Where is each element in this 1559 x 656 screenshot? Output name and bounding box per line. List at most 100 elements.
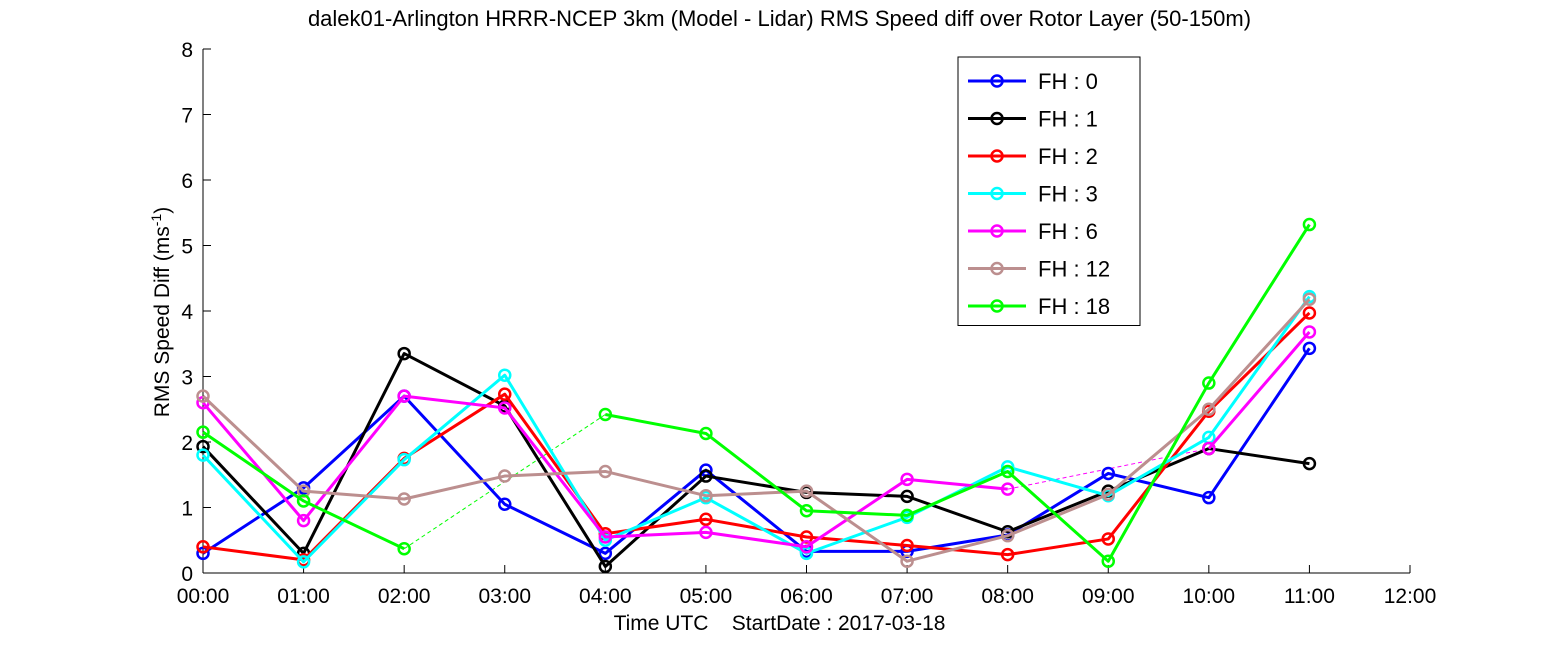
data-point [397, 542, 411, 556]
y-tick-label: 5 [181, 236, 193, 259]
data-point [397, 389, 411, 403]
data-point [397, 346, 411, 361]
series-line [201, 295, 1311, 564]
data-point [699, 426, 713, 441]
data-point [498, 387, 512, 401]
data-point [1302, 456, 1317, 471]
x-tick-label: 05:00 [680, 585, 733, 608]
data-point [1202, 376, 1216, 390]
legend: FH : 0 FH : 1 FH : 2 FH : 3 FH : 6 FH : 12 FH … [957, 56, 1141, 326]
data-point [196, 389, 210, 403]
data-point [900, 472, 914, 487]
data-point [1000, 547, 1015, 562]
data-point [598, 546, 613, 561]
data-point [1000, 482, 1015, 496]
x-tick-label: 00:00 [177, 585, 230, 608]
y-tick-label: 1 [181, 498, 193, 521]
legend-label: FH : 0 [1038, 69, 1098, 94]
data-point [296, 555, 311, 569]
x-axis-label: Time UTC StartDate : 2017-03-18 [613, 612, 946, 635]
legend-label: FH : 12 [1038, 257, 1110, 282]
data-point [1000, 528, 1015, 543]
data-point [900, 538, 914, 553]
y-axis-label: RMS Speed Diff (ms-1) [148, 206, 174, 418]
data-point [1000, 524, 1015, 539]
legend-label: FH : 3 [1038, 182, 1098, 207]
data-point [397, 452, 411, 467]
data-point [498, 497, 512, 511]
data-point [1101, 532, 1115, 546]
data-point [1000, 464, 1015, 479]
y-tick-label: 8 [181, 39, 193, 62]
chart-title: dalek01-Arlington HRRR-NCEP 3km (Model -… [307, 6, 1252, 31]
data-point [1101, 487, 1115, 502]
x-tick-label: 01:00 [277, 585, 330, 608]
data-point [1202, 490, 1216, 505]
series-line [201, 394, 1008, 549]
legend-swatch-marker [990, 111, 1004, 126]
data-point [498, 401, 512, 415]
data-point [799, 504, 814, 518]
data-point [598, 559, 613, 574]
data-point [900, 508, 914, 523]
y-tick-label: 7 [181, 105, 193, 128]
series-line [605, 223, 1311, 563]
data-point [1302, 306, 1317, 320]
series-line [201, 352, 1310, 568]
legend-label: FH : 2 [1038, 144, 1098, 169]
axes: 00:00 01:00 02:00 03:00 04:00 05:00 06:00 07:00… [177, 39, 1437, 608]
data-point [900, 554, 914, 568]
series-fh-6 [196, 325, 1317, 554]
legend-swatch-marker [990, 261, 1004, 276]
x-tick-label: 03:00 [478, 585, 531, 608]
data-point [1302, 341, 1317, 356]
data-point [900, 489, 914, 504]
series-line [202, 347, 1311, 555]
x-tick-label: 07:00 [881, 585, 934, 608]
data-point [1302, 325, 1317, 339]
data-point [498, 368, 512, 382]
x-tick-label: 10:00 [1183, 585, 1236, 608]
x-tick-label: 08:00 [981, 585, 1034, 608]
data-point [1302, 292, 1317, 306]
series-line [201, 298, 1311, 563]
data-point [196, 425, 210, 439]
data-point [699, 488, 713, 503]
y-tick-label: 4 [181, 301, 193, 324]
legend-label: FH : 1 [1038, 107, 1098, 132]
data-point [296, 513, 311, 528]
x-tick-label: 11:00 [1284, 585, 1335, 608]
legend-swatch-marker [990, 149, 1004, 163]
data-point [1202, 402, 1216, 416]
series-line [202, 311, 1311, 562]
data-point [699, 512, 713, 527]
x-tick-label: 06:00 [780, 585, 833, 608]
y-tick-label: 6 [181, 170, 193, 193]
series-lines [196, 217, 1317, 574]
x-tick-label: 12:00 [1384, 585, 1437, 608]
data-point [799, 484, 814, 498]
data-point [699, 469, 713, 483]
data-point [397, 492, 411, 506]
data-point [196, 439, 210, 454]
data-point [498, 469, 512, 483]
legend-box [957, 56, 1141, 326]
series-line [1207, 330, 1311, 450]
legend-swatch-marker [990, 186, 1004, 201]
data-point [1202, 441, 1216, 456]
data-point [598, 530, 613, 544]
series-fh-18 [196, 217, 1317, 568]
x-tick-label: 04:00 [579, 585, 632, 608]
data-point [1302, 217, 1317, 232]
data-point [598, 407, 613, 422]
data-point [799, 540, 814, 554]
legend-swatch-marker [990, 224, 1004, 238]
y-tick-label: 0 [181, 563, 193, 586]
legend-label: FH : 18 [1038, 294, 1110, 319]
data-point [196, 540, 210, 554]
y-tick-label: 3 [181, 367, 193, 390]
data-point [699, 525, 713, 540]
y-tick-label: 2 [181, 432, 193, 455]
data-point [296, 494, 311, 508]
x-tick-label: 09:00 [1082, 585, 1135, 608]
